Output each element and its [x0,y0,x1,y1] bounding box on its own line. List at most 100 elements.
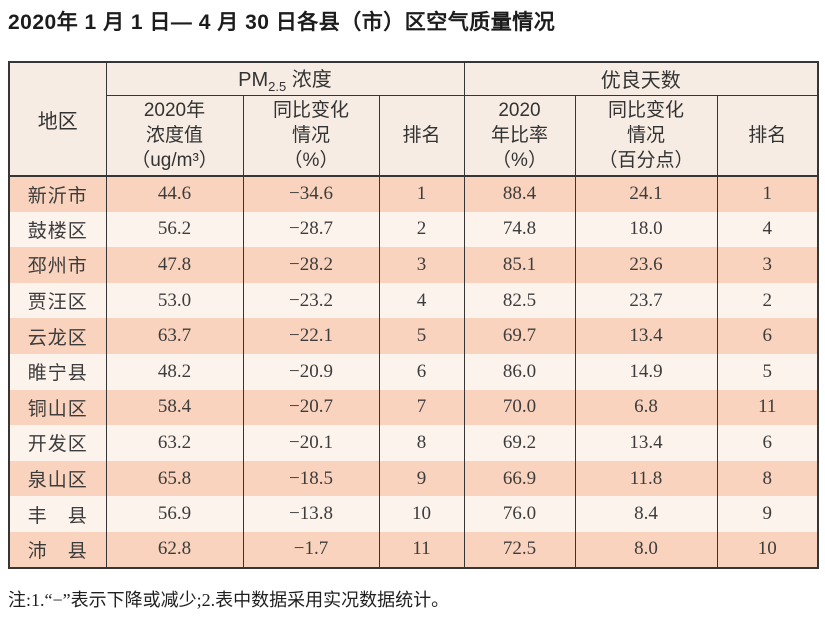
good-days-change-cell: 14.9 [574,353,718,390]
pm-value-cell: 53.0 [105,282,244,319]
pm-value-cell: 58.4 [105,389,244,426]
table-row: 新沂市 44.6 −34.6 1 88.4 24.1 1 [8,176,819,212]
pm-value-cell: 47.8 [105,247,244,283]
pm-rank-cell: 8 [378,425,465,461]
pm-change-cell: −20.1 [242,425,380,461]
region-cell: 鼓楼区 [8,211,107,248]
region-cell: 铜山区 [8,389,107,426]
pm25-label-base: PM [238,69,269,92]
region-cell: 新沂市 [8,176,107,212]
good-days-rank-cell: 5 [716,353,819,390]
column-header-pm-rank: 排名 [378,95,465,177]
good-days-ratio-cell: 86.0 [463,353,576,390]
good-days-change-cell: 13.4 [574,425,718,461]
pm-change-cell: −20.9 [242,353,380,390]
good-days-change-cell: 24.1 [574,176,718,212]
good-days-rank-cell: 6 [716,318,819,354]
pm-rank-cell: 1 [378,176,465,212]
page-title: 2020年 1 月 1 日— 4 月 30 日各县（市）区空气质量情况 [8,11,556,34]
column-header-pm-change: 同比变化 情况 （%） [242,95,380,177]
good-days-ratio-cell: 85.1 [463,247,576,283]
good-days-rank-cell: 6 [716,425,819,461]
pm-rank-cell: 11 [378,531,465,568]
pm-rank-cell: 4 [378,282,465,319]
good-days-ratio-cell: 69.2 [463,425,576,461]
good-days-change-cell: 6.8 [574,389,718,426]
pm-change-cell: −22.1 [242,318,380,354]
pm-change-cell: −18.5 [242,460,380,497]
column-header-days-rank: 排名 [716,95,819,177]
column-header-pm-value: 2020年 浓度值 （ug/m³） [105,95,244,177]
table-row: 云龙区 63.7 −22.1 5 69.7 13.4 6 [8,318,819,354]
pm-rank-cell: 7 [378,389,465,426]
table-group-header-row: 地区 PM2.5 浓度 优良天数 [8,62,819,177]
pm-change-cell: −23.2 [242,282,380,319]
good-days-rank-cell: 10 [716,531,819,568]
good-days-ratio-cell: 70.0 [463,389,576,426]
pm-change-cell: −28.7 [242,211,380,248]
region-cell: 云龙区 [8,318,107,354]
pm-value-cell: 65.8 [105,460,244,497]
pm-value-cell: 63.2 [105,425,244,461]
pm-rank-cell: 6 [378,353,465,390]
column-header-ratio-change: 同比变化 情况 （百分点） [574,95,718,177]
table-row: 沛 县 62.8 −1.7 11 72.5 8.0 10 [8,531,819,568]
pm-change-cell: −28.2 [242,247,380,283]
table-row: 开发区 63.2 −20.1 8 69.2 13.4 6 [8,425,819,461]
footnote: 注:1.“−”表示下降或减少;2.表中数据采用实况数据统计。 [8,590,450,610]
pm-value-cell: 63.7 [105,318,244,354]
good-days-change-cell: 8.0 [574,531,718,568]
pm25-label-subscript: 2.5 [268,79,287,95]
pm-rank-cell: 3 [378,247,465,283]
column-header-ratio: 2020 年比率 （%） [463,95,576,177]
table-sub-header-row: 2020年 浓度值 （ug/m³） 同比变化 情况 （%） 排名 2020 年比… [9,95,819,177]
good-days-ratio-cell: 88.4 [463,176,576,212]
good-days-change-cell: 18.0 [574,211,718,248]
good-days-ratio-cell: 72.5 [463,531,576,568]
region-cell: 沛 县 [8,531,107,568]
pm-rank-cell: 5 [378,318,465,354]
table-row: 睢宁县 48.2 −20.9 6 86.0 14.9 5 [8,353,819,390]
pm-value-cell: 62.8 [105,531,244,568]
good-days-ratio-cell: 82.5 [463,282,576,319]
pm-value-cell: 44.6 [105,176,244,212]
table-body: 新沂市 44.6 −34.6 1 88.4 24.1 1 鼓楼区 56.2 −2… [8,176,819,568]
table-row: 泉山区 65.8 −18.5 9 66.9 11.8 8 [8,460,819,497]
pm-value-cell: 56.9 [105,496,244,532]
column-header-region: 地区 [8,62,107,177]
good-days-ratio-cell: 74.8 [463,211,576,248]
good-days-change-cell: 23.7 [574,282,718,319]
good-days-rank-cell: 8 [716,460,819,497]
pm-rank-cell: 9 [378,460,465,497]
table-row: 贾汪区 53.0 −23.2 4 82.5 23.7 2 [8,282,819,319]
pm-rank-cell: 2 [378,211,465,248]
good-days-change-cell: 8.4 [574,496,718,532]
good-days-rank-cell: 11 [716,389,819,426]
pm-rank-cell: 10 [378,496,465,532]
region-cell: 开发区 [8,425,107,461]
table-row: 铜山区 58.4 −20.7 7 70.0 6.8 11 [8,389,819,426]
pm-change-cell: −20.7 [242,389,380,426]
good-days-ratio-cell: 76.0 [463,496,576,532]
good-days-change-cell: 23.6 [574,247,718,283]
region-cell: 睢宁县 [8,353,107,390]
table-row: 鼓楼区 56.2 −28.7 2 74.8 18.0 4 [8,211,819,248]
good-days-rank-cell: 4 [716,211,819,248]
pm-change-cell: −34.6 [242,176,380,212]
table-row: 丰 县 56.9 −13.8 10 76.0 8.4 9 [8,496,819,532]
pm-value-cell: 48.2 [105,353,244,390]
column-group-pm25: PM2.5 浓度 [105,62,465,96]
good-days-rank-cell: 3 [716,247,819,283]
air-quality-table: 地区 PM2.5 浓度 优良天数 2020年 浓度值 （ug/m³） 同比变化 … [8,61,820,569]
good-days-ratio-cell: 69.7 [463,318,576,354]
pm-change-cell: −1.7 [242,531,380,568]
region-cell: 丰 县 [8,496,107,532]
good-days-rank-cell: 1 [716,176,819,212]
table-row: 邳州市 47.8 −28.2 3 85.1 23.6 3 [8,247,819,283]
good-days-rank-cell: 9 [716,496,819,532]
pm25-label-tail: 浓度 [286,69,332,92]
good-days-ratio-cell: 66.9 [463,460,576,497]
good-days-change-cell: 11.8 [574,460,718,497]
good-days-rank-cell: 2 [716,282,819,319]
